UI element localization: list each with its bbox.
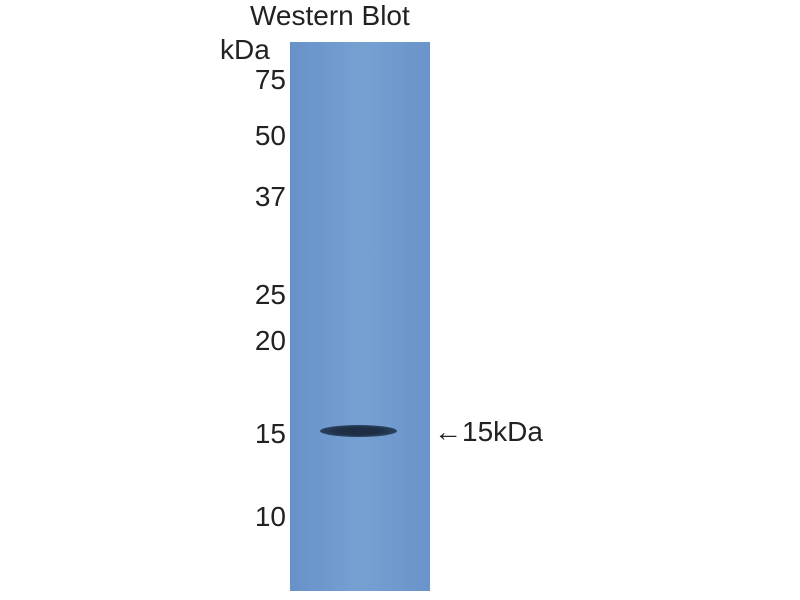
unit-label: kDa: [220, 34, 270, 65]
marker-label: 50: [254, 120, 286, 151]
protein-band: [320, 425, 397, 437]
marker-label: 15: [254, 418, 286, 449]
marker-label: 75: [254, 64, 286, 95]
marker-label: 25: [254, 279, 286, 310]
blot-lane: [290, 42, 430, 591]
band-size-annotation: ←15kDa: [434, 416, 543, 447]
marker-label: 10: [254, 501, 286, 532]
blot-title: Western Blot: [250, 0, 410, 31]
marker-label: 20: [254, 325, 286, 356]
marker-label: 37: [254, 181, 286, 212]
